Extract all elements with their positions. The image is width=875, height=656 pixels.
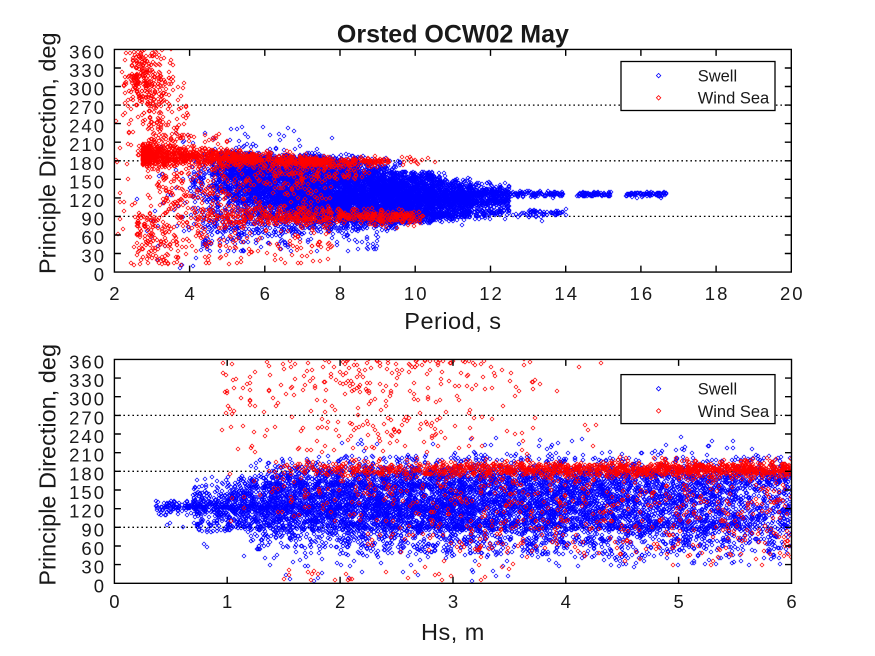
svg-text:2: 2 [335,591,347,612]
svg-text:150: 150 [69,482,106,503]
svg-text:8: 8 [335,283,347,304]
svg-text:120: 120 [69,501,106,522]
svg-text:180: 180 [69,463,106,484]
svg-text:12: 12 [479,283,504,304]
svg-text:300: 300 [69,389,106,410]
svg-text:Principle Direction, deg: Principle Direction, deg [35,344,61,586]
svg-text:6: 6 [786,591,798,612]
svg-text:4: 4 [184,283,196,304]
svg-text:1: 1 [222,591,234,612]
svg-text:270: 270 [69,407,106,428]
svg-text:2: 2 [109,283,121,304]
svg-text:14: 14 [554,283,579,304]
svg-text:0: 0 [109,591,121,612]
svg-text:Swell: Swell [698,381,737,399]
svg-text:30: 30 [81,557,106,578]
svg-text:10: 10 [404,283,429,304]
svg-text:6: 6 [260,283,272,304]
svg-text:0: 0 [94,264,106,285]
svg-text:30: 30 [81,246,106,267]
svg-text:360: 360 [69,351,106,372]
svg-text:18: 18 [705,283,730,304]
svg-text:180: 180 [69,153,106,174]
svg-text:Period, s: Period, s [404,308,501,334]
svg-text:90: 90 [81,519,106,540]
svg-text:Wind Sea: Wind Sea [698,403,770,421]
svg-text:360: 360 [69,41,106,62]
svg-text:210: 210 [69,445,106,466]
svg-text:60: 60 [81,227,106,248]
svg-text:Orsted OCW02 May: Orsted OCW02 May [337,20,569,48]
svg-text:3: 3 [448,591,460,612]
svg-text:240: 240 [69,116,106,137]
svg-text:90: 90 [81,208,106,229]
svg-text:210: 210 [69,134,106,155]
svg-text:Wind Sea: Wind Sea [698,90,770,108]
svg-text:0: 0 [94,575,106,596]
svg-text:16: 16 [630,283,655,304]
svg-text:330: 330 [69,60,106,81]
svg-text:300: 300 [69,79,106,100]
svg-text:Hs, m: Hs, m [421,619,485,645]
svg-text:120: 120 [69,190,106,211]
svg-text:330: 330 [69,370,106,391]
svg-text:4: 4 [561,591,573,612]
svg-text:60: 60 [81,538,106,559]
svg-text:20: 20 [780,283,805,304]
svg-text:Principle Direction, deg: Principle Direction, deg [35,32,61,274]
svg-text:150: 150 [69,171,106,192]
svg-text:240: 240 [69,426,106,447]
svg-text:5: 5 [673,591,685,612]
svg-text:270: 270 [69,97,106,118]
svg-text:Swell: Swell [698,68,737,86]
